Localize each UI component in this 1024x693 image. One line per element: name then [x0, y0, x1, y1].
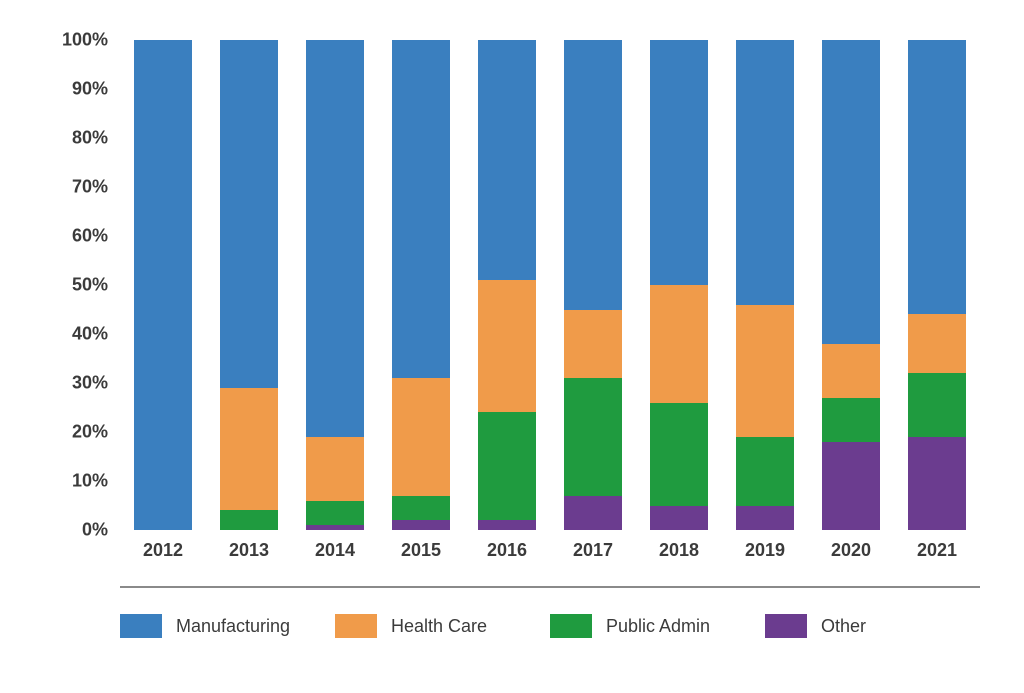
bar-segment-manufacturing	[822, 40, 880, 344]
bar-segment-manufacturing	[134, 40, 192, 530]
legend: Manufacturing Health Care Public Admin Othe…	[120, 606, 980, 646]
bar-group	[306, 40, 364, 530]
y-tick-label: 20%	[72, 422, 108, 443]
y-tick-label: 0%	[82, 520, 108, 541]
bar-segment-manufacturing	[908, 40, 966, 314]
bar-group	[220, 40, 278, 530]
legend-label: Public Admin	[606, 616, 710, 637]
bar-segment-health_care	[650, 285, 708, 403]
legend-item-health_care: Health Care	[335, 614, 550, 638]
bar-segment-manufacturing	[392, 40, 450, 378]
bar-segment-manufacturing	[220, 40, 278, 388]
y-tick-label: 100%	[62, 30, 108, 51]
y-tick-label: 70%	[72, 177, 108, 198]
x-tick-label: 2019	[745, 540, 785, 561]
bar-segment-manufacturing	[736, 40, 794, 305]
bar-segment-other	[908, 437, 966, 530]
legend-item-manufacturing: Manufacturing	[120, 614, 335, 638]
bar-segment-manufacturing	[564, 40, 622, 310]
plot-area	[120, 40, 980, 530]
bar-segment-public_admin	[736, 437, 794, 506]
bar-segment-other	[822, 442, 880, 530]
x-tick-label: 2021	[917, 540, 957, 561]
bar-segment-other	[478, 520, 536, 530]
legend-item-public_admin: Public Admin	[550, 614, 765, 638]
legend-swatch	[765, 614, 807, 638]
bar-segment-public_admin	[392, 496, 450, 521]
y-tick-label: 50%	[72, 275, 108, 296]
bar-segment-public_admin	[650, 403, 708, 506]
bar-segment-public_admin	[908, 373, 966, 437]
y-tick-label: 30%	[72, 373, 108, 394]
x-tick-label: 2017	[573, 540, 613, 561]
bar-segment-other	[564, 496, 622, 530]
bar-segment-health_care	[564, 310, 622, 379]
legend-label: Health Care	[391, 616, 487, 637]
bar-segment-health_care	[736, 305, 794, 437]
y-tick-label: 10%	[72, 471, 108, 492]
bar-segment-public_admin	[822, 398, 880, 442]
bar-segment-other	[392, 520, 450, 530]
bar-group	[564, 40, 622, 530]
x-tick-label: 2020	[831, 540, 871, 561]
bar-group	[650, 40, 708, 530]
y-tick-label: 80%	[72, 128, 108, 149]
legend-swatch	[120, 614, 162, 638]
bar-segment-other	[650, 506, 708, 531]
bar-group	[736, 40, 794, 530]
bar-group	[478, 40, 536, 530]
bar-segment-health_care	[478, 280, 536, 412]
bar-segment-manufacturing	[650, 40, 708, 285]
bar-group	[134, 40, 192, 530]
y-tick-label: 90%	[72, 79, 108, 100]
legend-label: Manufacturing	[176, 616, 290, 637]
bar-segment-other	[736, 506, 794, 531]
stacked-bar-chart: 0%10%20%30%40%50%60%70%80%90%100% 201220…	[40, 30, 984, 663]
legend-divider	[120, 586, 980, 588]
legend-label: Other	[821, 616, 866, 637]
bar-segment-manufacturing	[306, 40, 364, 437]
bar-segment-public_admin	[478, 412, 536, 520]
legend-swatch	[335, 614, 377, 638]
bar-segment-health_care	[220, 388, 278, 511]
bar-segment-health_care	[908, 314, 966, 373]
x-axis: 2012 2013 2014 2015 2016 2017 2018 2019 2020 2021	[120, 530, 980, 570]
y-tick-label: 40%	[72, 324, 108, 345]
bar-segment-public_admin	[220, 510, 278, 530]
x-tick-label: 2016	[487, 540, 527, 561]
x-tick-label: 2015	[401, 540, 441, 561]
bar-group	[392, 40, 450, 530]
bar-segment-manufacturing	[478, 40, 536, 280]
y-axis: 0%10%20%30%40%50%60%70%80%90%100%	[40, 40, 120, 530]
x-tick-label: 2013	[229, 540, 269, 561]
legend-item-other: Other	[765, 614, 980, 638]
bar-group	[822, 40, 880, 530]
bar-segment-health_care	[306, 437, 364, 501]
y-tick-label: 60%	[72, 226, 108, 247]
bar-segment-health_care	[392, 378, 450, 496]
bar-segment-health_care	[822, 344, 880, 398]
bar-segment-public_admin	[564, 378, 622, 496]
x-tick-label: 2014	[315, 540, 355, 561]
bar-group	[908, 40, 966, 530]
x-tick-label: 2018	[659, 540, 699, 561]
x-tick-label: 2012	[143, 540, 183, 561]
legend-swatch	[550, 614, 592, 638]
bar-segment-public_admin	[306, 501, 364, 526]
bars-container	[120, 40, 980, 530]
